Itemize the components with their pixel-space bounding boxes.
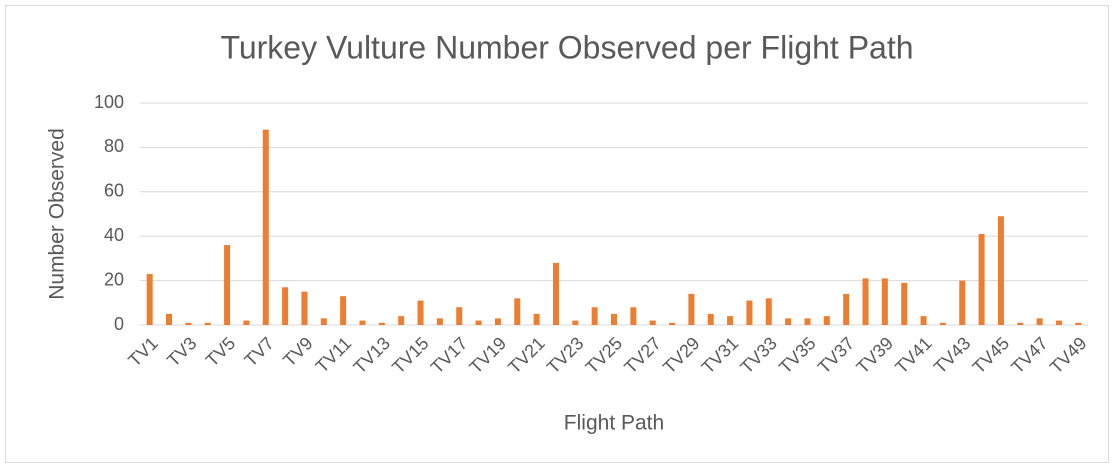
- y-axis-label: Number Observed: [46, 128, 69, 300]
- bar: [1075, 322, 1082, 325]
- bar: [552, 262, 559, 325]
- bar: [166, 313, 173, 325]
- bar: [649, 320, 656, 325]
- y-tick-label: 60: [104, 181, 124, 201]
- bar: [301, 291, 308, 325]
- bar: [881, 278, 888, 325]
- bar: [978, 233, 985, 325]
- y-tick-label: 80: [104, 136, 124, 156]
- bar: [243, 320, 250, 325]
- bar: [823, 316, 830, 325]
- bar: [591, 307, 598, 325]
- chart-title: Turkey Vulture Number Observed per Fligh…: [220, 29, 913, 65]
- bar: [533, 313, 540, 325]
- bar: [185, 322, 192, 325]
- y-tick-label: 20: [104, 269, 124, 289]
- bar: [1055, 320, 1062, 325]
- bar: [688, 293, 695, 325]
- bar: [572, 320, 579, 325]
- bar: [514, 298, 521, 325]
- bar: [959, 280, 966, 325]
- bar: [785, 318, 792, 325]
- bar: [939, 322, 946, 325]
- bar: [417, 300, 424, 325]
- bar: [630, 307, 637, 325]
- bar: [282, 287, 289, 325]
- bar: [997, 216, 1004, 325]
- bar: [456, 307, 463, 325]
- bar: [262, 129, 269, 325]
- chart-border: [5, 5, 1109, 463]
- bar: [146, 273, 153, 325]
- bar: [727, 316, 734, 325]
- bar: [398, 316, 405, 325]
- bar: [746, 300, 753, 325]
- bar: [804, 318, 811, 325]
- bar: [320, 318, 327, 325]
- bar: [920, 316, 927, 325]
- bar: [204, 322, 211, 325]
- y-tick-label: 40: [104, 225, 124, 245]
- bar: [1017, 322, 1024, 325]
- bar: [669, 322, 676, 325]
- bar: [707, 313, 714, 325]
- bar: [224, 245, 231, 325]
- bar: [436, 318, 443, 325]
- bar: [843, 293, 850, 325]
- y-tick-label: 100: [94, 92, 124, 112]
- bar: [359, 320, 366, 325]
- bar: [765, 298, 772, 325]
- bar: [1036, 318, 1043, 325]
- bar: [378, 322, 385, 325]
- bar: [494, 318, 501, 325]
- x-axis-label: Flight Path: [564, 412, 664, 435]
- bar: [475, 320, 482, 325]
- bar: [340, 296, 347, 325]
- y-tick-label: 0: [114, 314, 124, 334]
- bar: [862, 278, 869, 325]
- bar: [901, 282, 908, 325]
- bar: [611, 313, 617, 325]
